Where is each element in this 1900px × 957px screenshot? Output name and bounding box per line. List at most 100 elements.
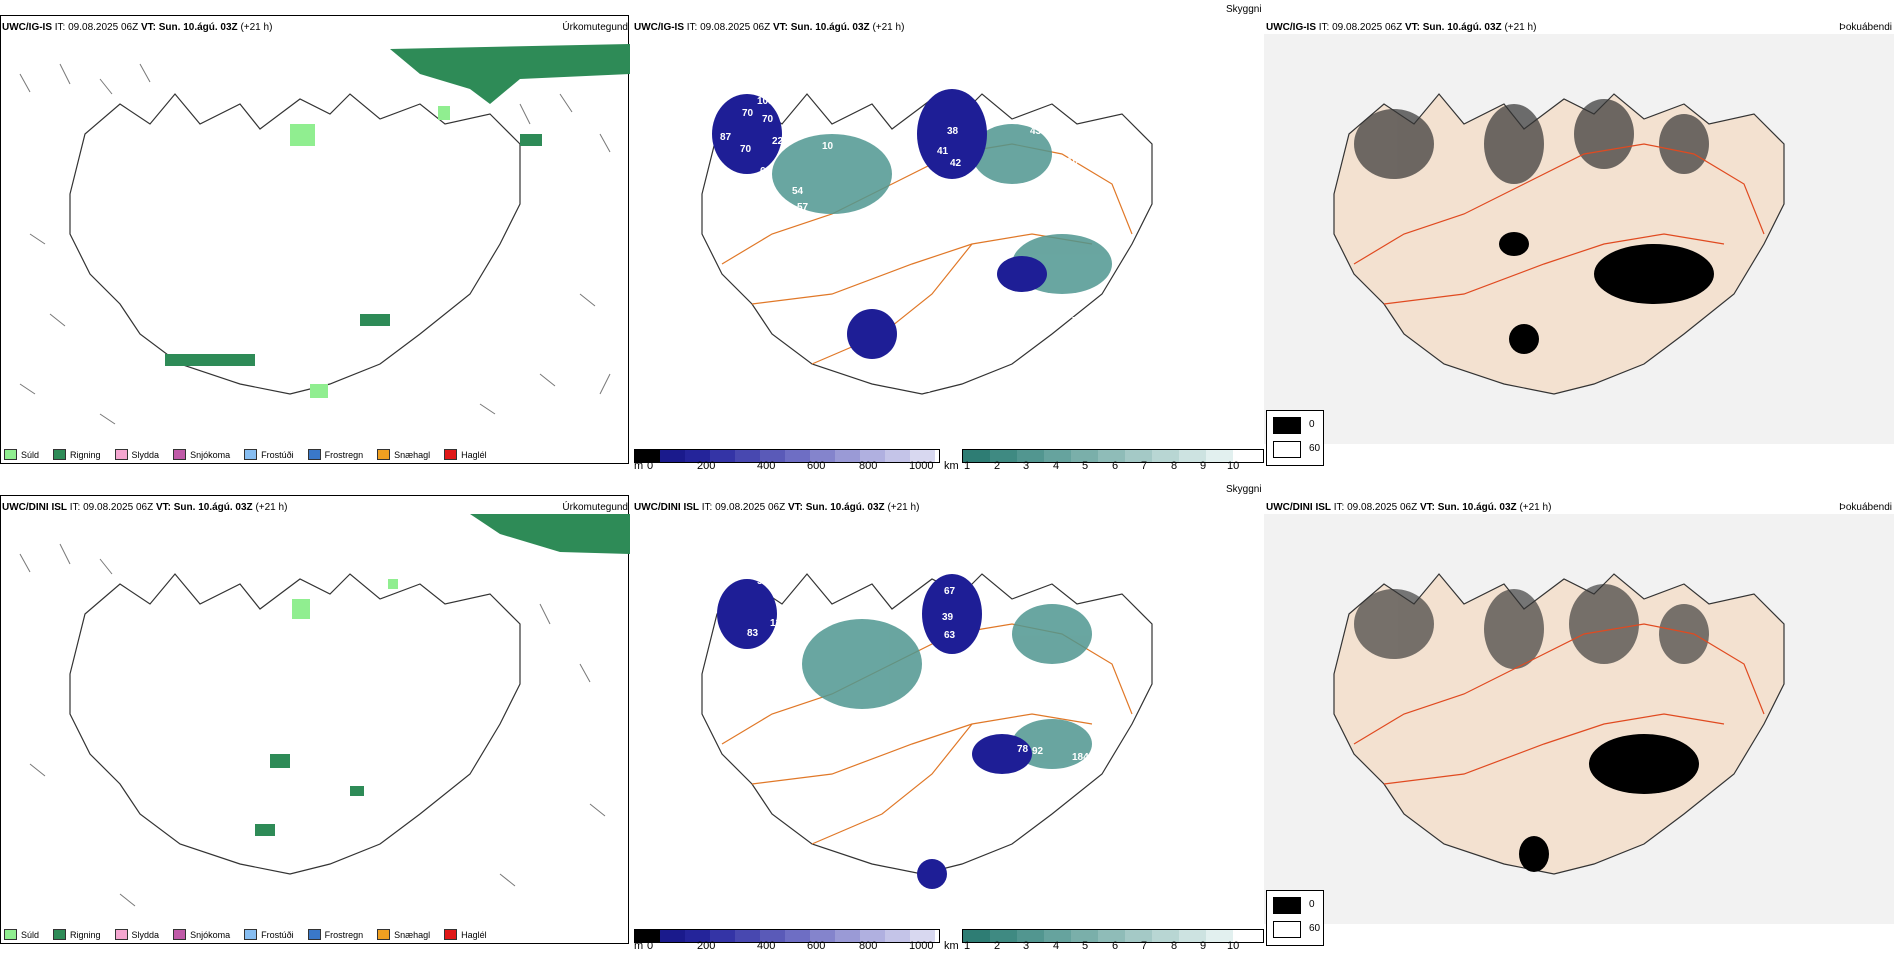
ceiling-label: 24 (1094, 630, 1106, 641)
legend-swatch (4, 929, 17, 940)
panel-title: UWC/DINI ISL IT: 09.08.2025 06Z VT: Sun.… (1266, 502, 1552, 513)
fog-panel-igis: UWC/IG-IS IT: 09.08.2025 06Z VT: Sun. 10… (1264, 12, 1894, 477)
ceiling-label: 63 (944, 630, 956, 641)
wind-barbs (19, 543, 606, 907)
ceiling-label: 67 (804, 254, 816, 265)
fog-legend-swatch (1273, 417, 1301, 434)
ceiling-label: 92 (1032, 746, 1044, 757)
rain-areas (255, 514, 630, 836)
ceiling-label: 35 (1047, 318, 1059, 329)
legend-item: Frostúði (244, 449, 294, 460)
legend-item: Slydda (114, 449, 159, 460)
visibility-heading: Skyggni (1226, 4, 1262, 15)
legend-swatch (53, 449, 67, 460)
cloud-vis-panel-dini: UWC/DINI ISL IT: 09.08.2025 06Z VT: Sun.… (632, 492, 1264, 957)
legend-item: Snjókoma (173, 449, 230, 460)
ceiling-label: 70 (742, 108, 754, 119)
legend-item: Snæhagl (377, 929, 430, 940)
ceiling-label: 248 (970, 692, 987, 703)
cloud-vis-panel-igis: UWC/IG-IS IT: 09.08.2025 06Z VT: Sun. 10… (632, 12, 1264, 477)
ceiling-label: 58 (937, 181, 949, 192)
ceiling-label: 139 (862, 286, 879, 297)
ceiling-label: 292 (767, 646, 784, 657)
panel-variable-label: Þokuábendi (1839, 22, 1892, 33)
panel-variable-label: Úrkomutegund (562, 502, 628, 513)
ceiling-label: 41 (937, 146, 949, 157)
precip-type-map (19, 44, 630, 425)
ceiling-label: 184 (1072, 752, 1089, 763)
iceland-coastline (69, 573, 521, 875)
fog-legend-swatch (1273, 441, 1301, 458)
ceiling-label: 125 (842, 222, 859, 233)
ceiling-label: 39 (942, 612, 954, 623)
dense-fog-areas (1499, 232, 1714, 354)
legend-item: Frostregn (307, 929, 363, 940)
drizzle-areas (290, 106, 450, 398)
precip-type-panel-igis: UWC/IG-IS IT: 09.08.2025 06Z VT: Sun. 10… (0, 12, 630, 477)
fog-indicator-map (1264, 514, 1894, 924)
legend-swatch (444, 929, 458, 940)
ceiling-colorbar (634, 929, 940, 943)
ceiling-label: 103 (757, 96, 774, 107)
ceiling-label: 156 (952, 686, 969, 697)
fog-indicator-map (1264, 34, 1894, 444)
ceiling-label: 22 (772, 136, 784, 147)
ceiling-label: 67 (944, 586, 956, 597)
low-visibility-areas (772, 124, 1112, 294)
legend-swatch (114, 449, 128, 460)
panel-title: UWC/IG-IS IT: 09.08.2025 06Z VT: Sun. 10… (1266, 22, 1537, 33)
ceiling-label: 85 (802, 606, 814, 617)
ceiling-label: 74 (742, 86, 754, 97)
legend-item: Rigning (53, 449, 101, 460)
panel-title: UWC/IG-IS IT: 09.08.2025 06Z VT: Sun. 10… (2, 22, 273, 33)
legend-swatch (244, 449, 258, 460)
legend-swatch (173, 929, 187, 940)
fog-legend: 0 60 (1266, 410, 1324, 466)
legend-swatch (53, 929, 67, 940)
wind-barbs (19, 63, 611, 425)
ceiling-label: 38 (947, 126, 959, 137)
low-ceiling-areas (712, 89, 1047, 359)
ceiling-label: 71 (1072, 316, 1084, 327)
drizzle-areas (292, 579, 398, 619)
rain-areas (165, 44, 630, 366)
legend-swatch (307, 929, 321, 940)
ceiling-label: 78 (1017, 744, 1029, 755)
ceiling-label: 110 (1062, 156, 1079, 167)
fog-shading (1354, 584, 1709, 669)
legend-item: Súld (4, 929, 39, 940)
legend-swatch (244, 929, 258, 940)
visibility-heading: Skyggni (1226, 484, 1262, 495)
precip-type-map (19, 514, 630, 907)
ceiling-label: 123 (887, 401, 904, 412)
fog-legend: 0 60 (1266, 890, 1324, 946)
ceiling-label: 135 (770, 618, 787, 629)
ceiling-label: 87 (720, 132, 732, 143)
ceiling-label: 79 (1012, 324, 1024, 335)
ceiling-colorbar (634, 449, 940, 463)
ceiling-label: 54 (792, 186, 804, 197)
road-network (1353, 623, 1765, 785)
precip-type-panel-dini: UWC/DINI ISL IT: 09.08.2025 06Z VT: Sun.… (0, 492, 630, 957)
legend-swatch (377, 929, 391, 940)
road-network (1353, 143, 1765, 305)
ceiling-label: 43 (1030, 126, 1042, 137)
legend-item: Haglél (444, 929, 487, 940)
legend-item: Snæhagl (377, 449, 430, 460)
ceiling-label: 66 (957, 211, 969, 222)
low-ceiling-areas (717, 574, 1032, 889)
ceiling-label: 286 (817, 236, 834, 247)
ceiling-label: 28 (1042, 692, 1054, 703)
dense-fog-areas (1519, 734, 1699, 872)
legend-item: Frostúði (244, 929, 294, 940)
fog-shading (1354, 99, 1709, 184)
fog-legend-swatch (1273, 921, 1301, 938)
legend-item: Súld (4, 449, 39, 460)
legend-item: Slydda (114, 929, 159, 940)
panel-variable-label: Úrkomutegund (562, 22, 628, 33)
ceiling-label: 10 (822, 141, 834, 152)
ceiling-label: 70 (762, 114, 774, 125)
panel-variable-label: Þokuábendi (1839, 502, 1892, 513)
